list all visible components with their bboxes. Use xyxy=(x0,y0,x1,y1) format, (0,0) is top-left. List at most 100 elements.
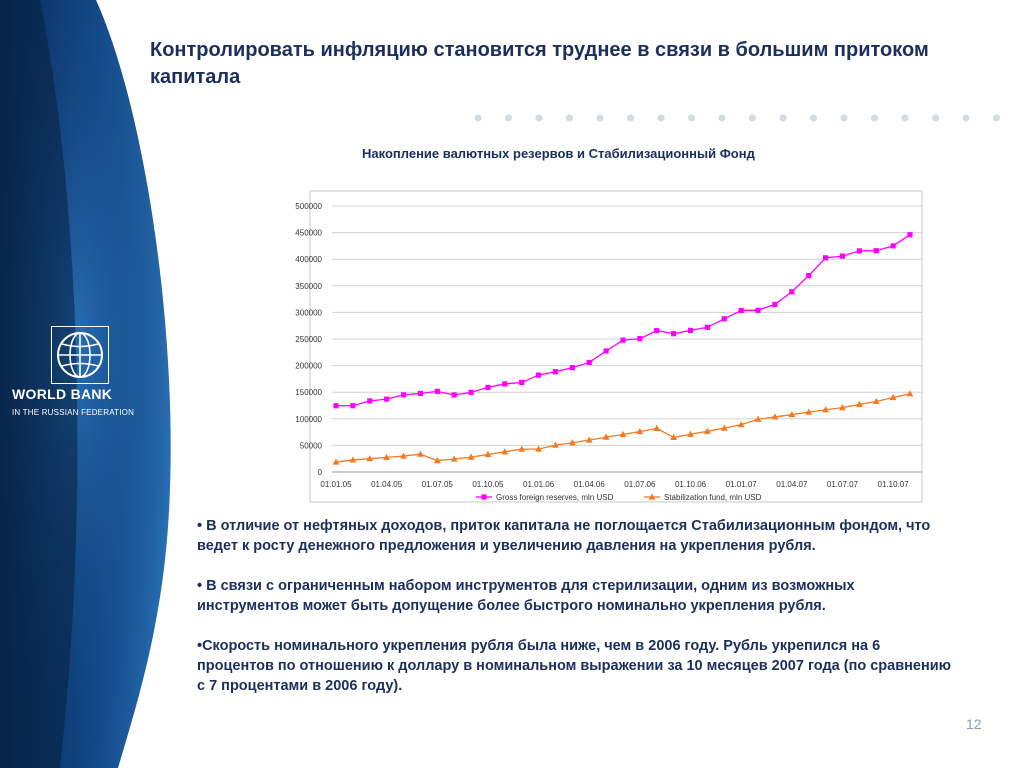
data-point xyxy=(569,365,575,371)
data-point xyxy=(366,455,374,462)
data-point xyxy=(417,390,424,397)
y-axis: 0 50000 100000 150000 200000 250000 300000 3500… xyxy=(295,202,322,477)
x-tick-label: 01.10.07 xyxy=(878,480,910,489)
data-point xyxy=(586,359,592,366)
data-point xyxy=(670,433,678,441)
x-tick-label: 01.04.06 xyxy=(574,480,606,489)
legend-label: Stabilization fund, mln USD xyxy=(664,493,762,502)
data-point xyxy=(873,248,879,254)
decorative-dot xyxy=(901,114,909,122)
decorative-dot xyxy=(504,114,513,122)
data-point xyxy=(889,393,897,401)
x-axis: 01.01.05 01.04.05 01.07.05 01.10.05 01.01.06… xyxy=(320,471,922,489)
bullet-item: • В отличие от нефтяных доходов, приток … xyxy=(197,518,931,554)
legend-marker xyxy=(648,493,656,500)
line-chart: 0 50000 100000 150000 200000 250000 300000 3500… xyxy=(295,190,923,503)
data-point xyxy=(721,316,727,322)
decorative-dot xyxy=(779,114,787,122)
data-point xyxy=(654,327,660,334)
x-tick-label: 01.10.06 xyxy=(675,480,707,489)
data-point xyxy=(502,381,508,387)
data-point xyxy=(772,301,778,308)
data-point xyxy=(822,406,829,413)
data-point xyxy=(637,336,643,342)
data-point xyxy=(602,433,610,440)
y-tick-label: 150000 xyxy=(295,388,322,397)
series-1 xyxy=(332,390,914,465)
data-point xyxy=(822,255,829,261)
data-point xyxy=(518,445,526,452)
data-point xyxy=(552,441,559,448)
x-tick-label: 01.07.05 xyxy=(422,480,454,489)
globe-icon xyxy=(51,326,109,384)
data-point xyxy=(704,324,711,330)
y-tick-label: 250000 xyxy=(295,335,322,344)
x-tick-label: 01.10.05 xyxy=(472,480,504,489)
y-tick-label: 0 xyxy=(318,468,323,477)
y-tick-label: 300000 xyxy=(295,308,322,317)
data-point xyxy=(839,404,846,411)
data-point xyxy=(535,372,542,378)
data-point xyxy=(789,289,795,295)
data-point xyxy=(332,458,340,465)
data-point xyxy=(620,337,626,343)
data-point xyxy=(400,452,407,459)
decorative-dot xyxy=(992,114,1001,122)
decorative-dot-row xyxy=(474,114,1001,122)
data-point xyxy=(890,243,896,249)
logo-subtitle: IN THE RUSSIAN FEDERATION xyxy=(12,408,135,417)
data-point xyxy=(704,427,711,434)
data-point xyxy=(568,439,576,446)
x-tick-label: 01.07.06 xyxy=(624,480,656,489)
decorative-dot xyxy=(626,114,635,122)
data-point xyxy=(484,450,492,458)
data-point xyxy=(738,307,744,314)
data-point xyxy=(687,327,694,333)
decorative-dot xyxy=(657,114,665,122)
data-point xyxy=(619,430,627,438)
data-point xyxy=(603,348,609,354)
chart-title: Накопление валютных резервов и Стабилиза… xyxy=(362,146,755,161)
decorative-dot xyxy=(474,114,482,122)
data-point xyxy=(434,388,440,394)
series-layer xyxy=(332,232,914,465)
decorative-dot xyxy=(809,114,818,122)
data-point xyxy=(906,390,914,397)
data-point xyxy=(349,456,357,463)
x-tick-label: 01.01.06 xyxy=(523,480,555,489)
data-point xyxy=(433,456,441,464)
legend-label: Gross foreign reserves, mln USD xyxy=(496,493,614,502)
data-point xyxy=(805,408,813,415)
x-tick-label: 01.01.07 xyxy=(726,480,758,489)
data-point xyxy=(501,448,509,455)
bullet-list: • В отличие от нефтяных доходов, приток … xyxy=(197,516,957,716)
y-tick-label: 200000 xyxy=(295,362,322,371)
legend-marker xyxy=(481,494,487,500)
data-point xyxy=(856,248,862,254)
decorative-dot xyxy=(687,114,696,122)
y-tick-label: 350000 xyxy=(295,282,322,291)
data-point xyxy=(485,384,491,391)
y-tick-label: 400000 xyxy=(295,255,322,264)
chart-frame xyxy=(309,190,923,503)
x-tick-label: 01.07.07 xyxy=(827,480,859,489)
data-point xyxy=(839,253,846,259)
decorative-dot xyxy=(931,114,940,122)
data-point xyxy=(519,379,525,386)
data-point xyxy=(468,389,474,395)
data-point xyxy=(755,307,761,313)
y-tick-label: 500000 xyxy=(295,202,322,211)
data-point xyxy=(687,430,694,437)
data-point xyxy=(855,400,863,408)
data-point xyxy=(383,453,391,460)
x-tick-label: 01.04.05 xyxy=(371,480,403,489)
data-point xyxy=(585,436,593,443)
data-point xyxy=(907,232,913,238)
data-point xyxy=(350,403,356,409)
data-point xyxy=(788,410,796,418)
data-point xyxy=(467,453,475,460)
decorative-dot xyxy=(840,114,848,122)
data-point xyxy=(450,455,458,462)
decorative-dot xyxy=(535,114,543,122)
decorative-dot xyxy=(870,114,879,122)
